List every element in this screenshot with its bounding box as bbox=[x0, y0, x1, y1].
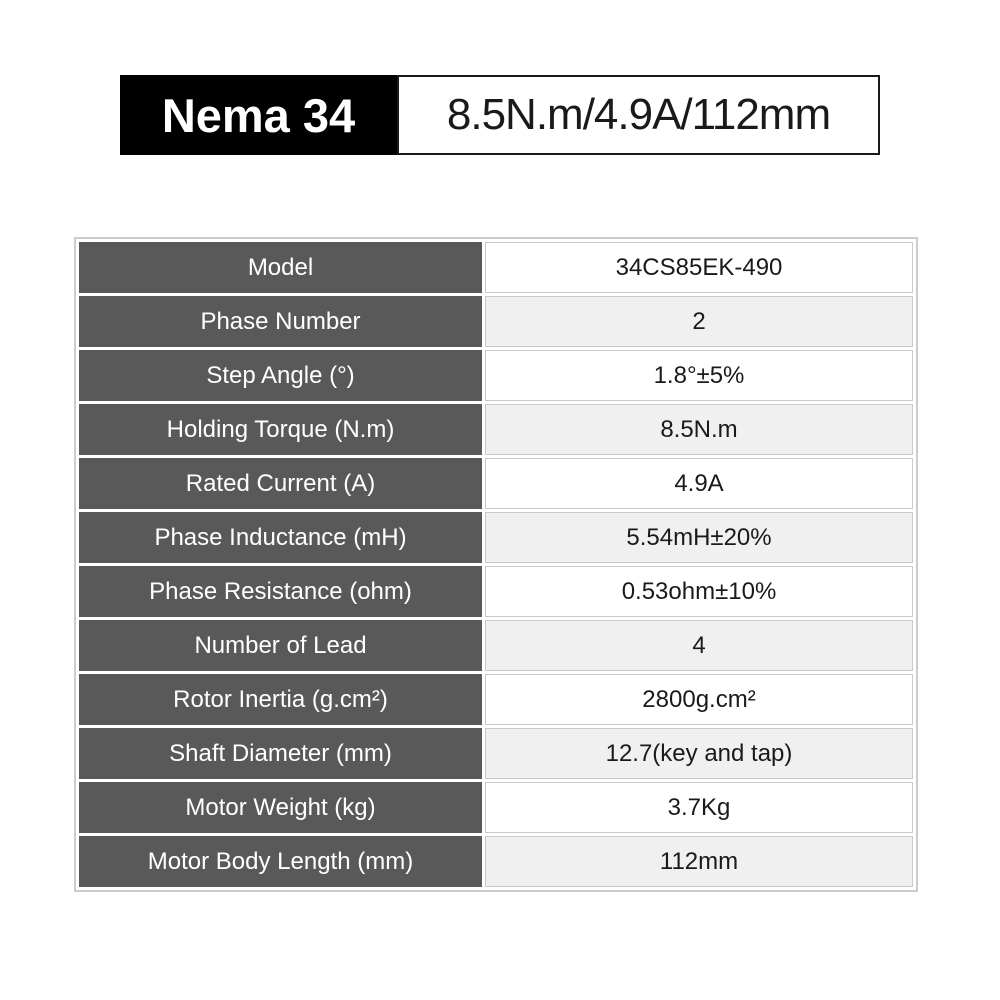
spec-value: 12.7(key and tap) bbox=[485, 728, 913, 779]
table-row: Holding Torque (N.m) 8.5N.m bbox=[79, 404, 913, 455]
spec-label: Shaft Diameter (mm) bbox=[79, 728, 482, 779]
product-specs-summary-text: 8.5N.m/4.9A/112mm bbox=[446, 90, 831, 139]
spec-label: Rotor Inertia (g.cm²) bbox=[79, 674, 482, 725]
spec-label: Rated Current (A) bbox=[79, 458, 482, 509]
spec-table-wrapper: Model 34CS85EK-490 Phase Number 2 Step A… bbox=[74, 237, 918, 892]
spec-label: Model bbox=[79, 242, 482, 293]
spec-label: Motor Body Length (mm) bbox=[79, 836, 482, 887]
product-series-badge: Nema 34 bbox=[120, 75, 397, 155]
table-row: Number of Lead 4 bbox=[79, 620, 913, 671]
spec-value: 3.7Kg bbox=[485, 782, 913, 833]
spec-value: 5.54mH±20% bbox=[485, 512, 913, 563]
product-header: Nema 34 8.5N.m/4.9A/112mm bbox=[120, 75, 880, 155]
spec-value: 4 bbox=[485, 620, 913, 671]
spec-table: Model 34CS85EK-490 Phase Number 2 Step A… bbox=[76, 239, 916, 890]
product-specs-summary-box: 8.5N.m/4.9A/112mm bbox=[397, 75, 880, 155]
spec-value: 8.5N.m bbox=[485, 404, 913, 455]
spec-label: Phase Inductance (mH) bbox=[79, 512, 482, 563]
spec-value: 2 bbox=[485, 296, 913, 347]
table-row: Phase Inductance (mH) 5.54mH±20% bbox=[79, 512, 913, 563]
table-row: Rated Current (A) 4.9A bbox=[79, 458, 913, 509]
spec-value: 112mm bbox=[485, 836, 913, 887]
table-row: Motor Body Length (mm) 112mm bbox=[79, 836, 913, 887]
spec-label: Holding Torque (N.m) bbox=[79, 404, 482, 455]
spec-label: Number of Lead bbox=[79, 620, 482, 671]
table-row: Rotor Inertia (g.cm²) 2800g.cm² bbox=[79, 674, 913, 725]
spec-value: 34CS85EK-490 bbox=[485, 242, 913, 293]
table-row: Model 34CS85EK-490 bbox=[79, 242, 913, 293]
spec-label: Phase Number bbox=[79, 296, 482, 347]
table-row: Phase Resistance (ohm) 0.53ohm±10% bbox=[79, 566, 913, 617]
spec-label: Motor Weight (kg) bbox=[79, 782, 482, 833]
spec-label: Step Angle (°) bbox=[79, 350, 482, 401]
product-series-label: Nema 34 bbox=[161, 88, 356, 142]
table-row: Phase Number 2 bbox=[79, 296, 913, 347]
spec-value: 0.53ohm±10% bbox=[485, 566, 913, 617]
table-row: Shaft Diameter (mm) 12.7(key and tap) bbox=[79, 728, 913, 779]
table-row: Step Angle (°) 1.8°±5% bbox=[79, 350, 913, 401]
spec-value: 4.9A bbox=[485, 458, 913, 509]
spec-value: 2800g.cm² bbox=[485, 674, 913, 725]
table-row: Motor Weight (kg) 3.7Kg bbox=[79, 782, 913, 833]
spec-label: Phase Resistance (ohm) bbox=[79, 566, 482, 617]
spec-value: 1.8°±5% bbox=[485, 350, 913, 401]
